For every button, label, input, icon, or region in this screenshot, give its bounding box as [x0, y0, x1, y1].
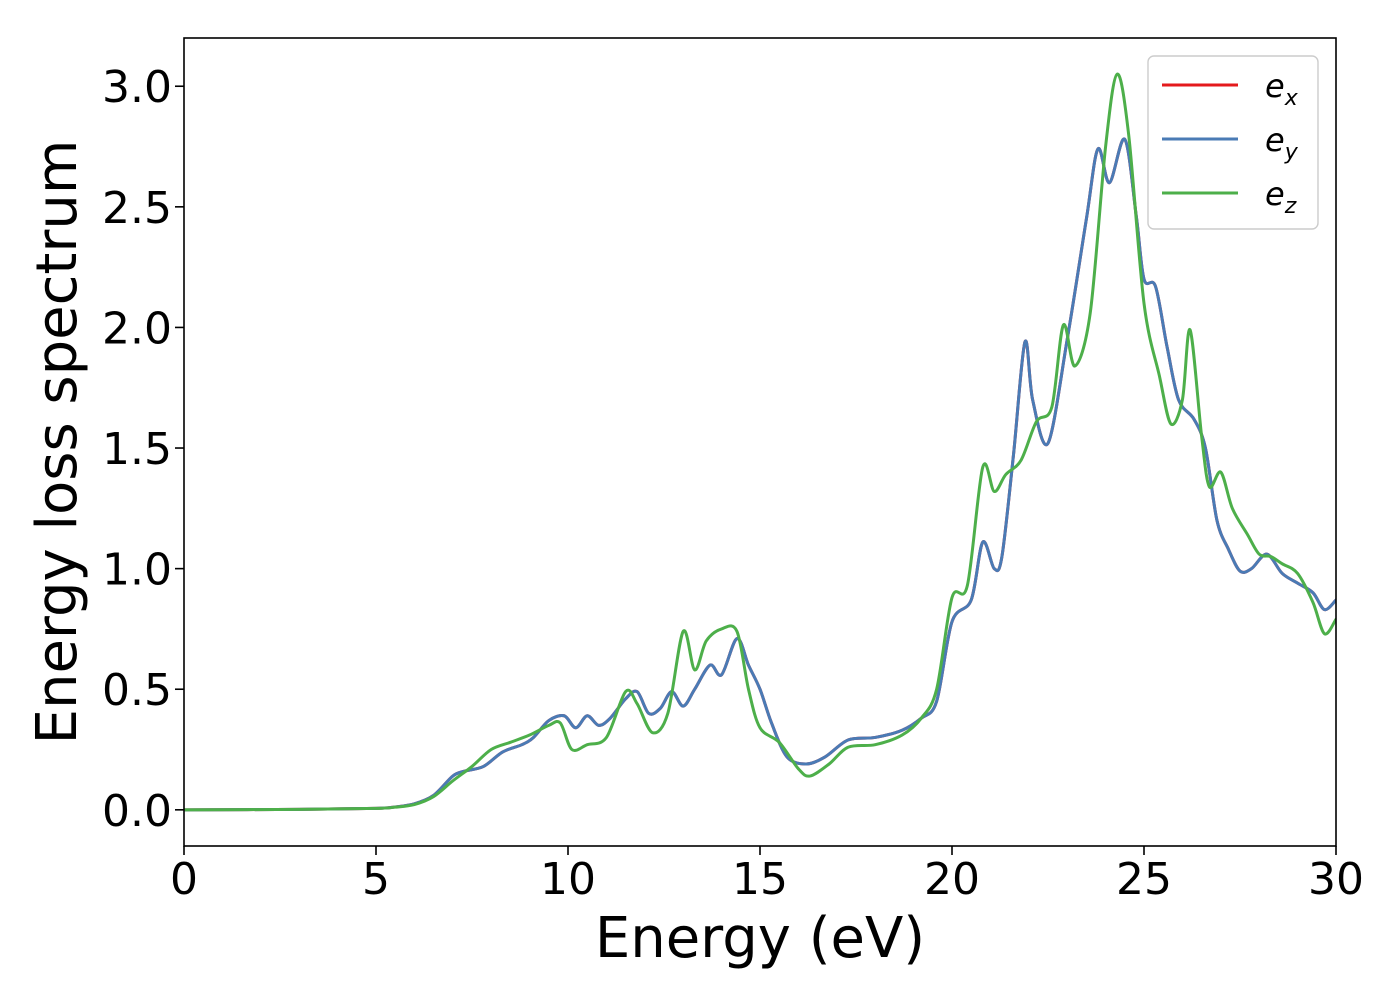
x-tick-label: 25 — [1116, 854, 1172, 905]
x-tick-label: 30 — [1308, 854, 1364, 905]
x-tick-label: 5 — [362, 854, 390, 905]
legend-label-e-z: ez — [1265, 175, 1297, 219]
legend-items: ex ey ez — [1162, 67, 1299, 219]
y-tick-label: 0.5 — [102, 665, 172, 716]
legend-label-e-x: ex — [1265, 67, 1299, 111]
y-tick-label: 1.5 — [102, 424, 172, 475]
x-tick-label: 20 — [924, 854, 980, 905]
series-line-e-y — [184, 137, 1336, 812]
y-tick-label: 1.0 — [102, 545, 172, 596]
legend-box — [1147, 55, 1319, 230]
y-tick-label: 2.0 — [102, 303, 172, 354]
legend: ex ey ez — [1147, 55, 1319, 230]
y-tick-label: 0.0 — [102, 786, 172, 837]
x-axis-ticks: 0 5 10 15 20 25 30 — [170, 846, 1364, 905]
legend-label-e-y: ey — [1265, 121, 1299, 165]
series-layer — [184, 72, 1336, 812]
series-line-e-x — [184, 137, 1336, 812]
y-axis-ticks: 0.0 0.5 1.0 1.5 2.0 2.5 3.0 — [102, 62, 184, 837]
y-tick-label: 2.5 — [102, 183, 172, 234]
x-tick-label: 10 — [540, 854, 596, 905]
x-tick-label: 0 — [170, 854, 198, 905]
x-axis-title: Energy (eV) — [595, 906, 925, 971]
y-tick-label: 3.0 — [102, 62, 172, 113]
y-axis-title: Energy loss spectrum — [25, 140, 90, 745]
series-line-e-z — [184, 72, 1336, 812]
x-tick-label: 15 — [732, 854, 788, 905]
